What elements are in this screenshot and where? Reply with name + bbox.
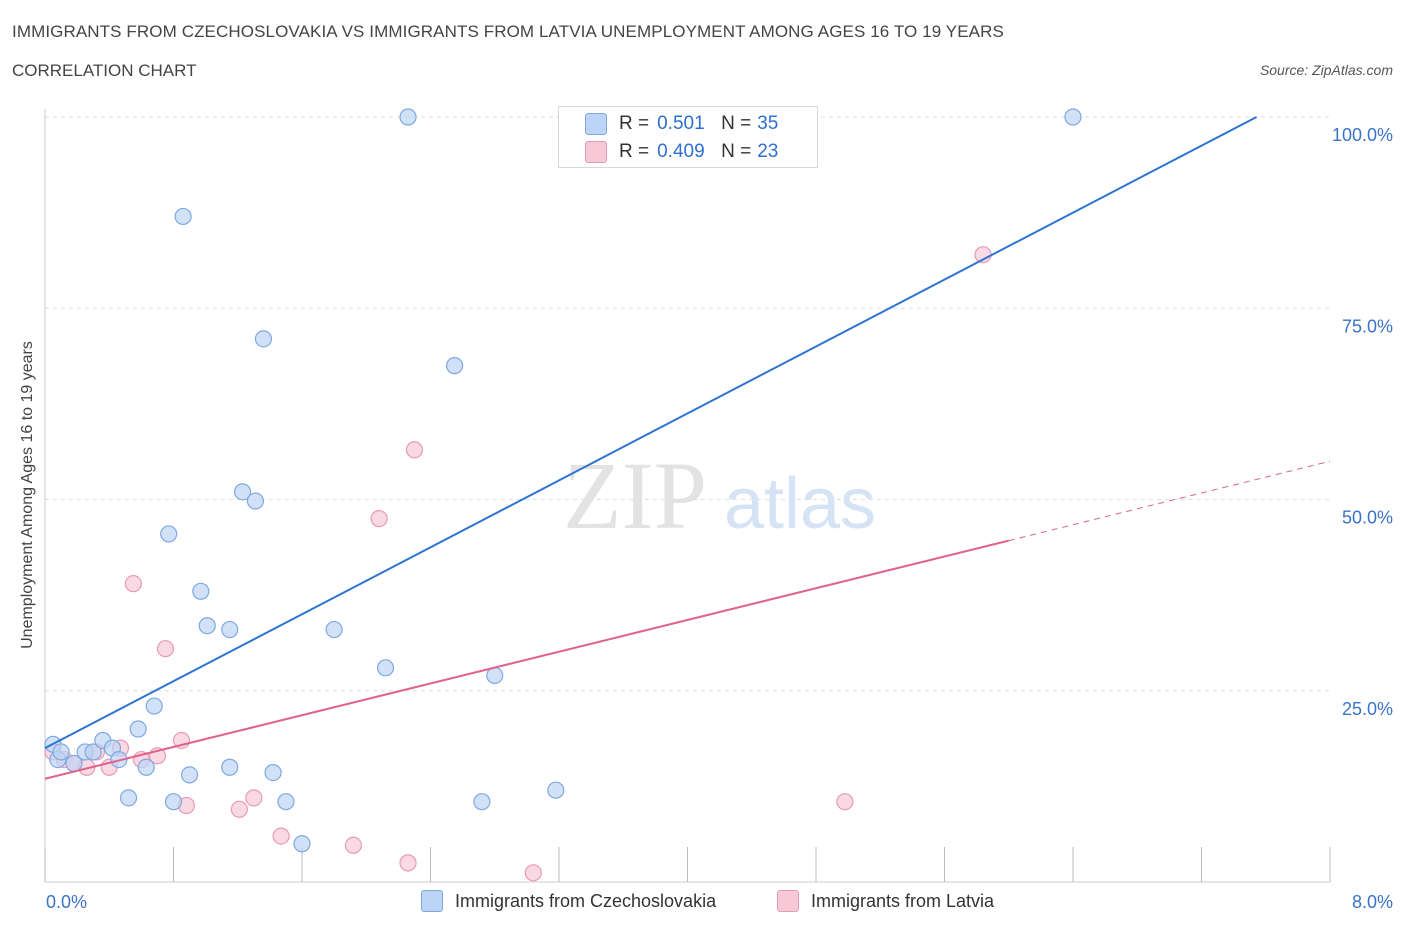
czechoslovakia-point [129, 720, 147, 738]
czechoslovakia-point [221, 758, 239, 776]
latvia-point [344, 836, 362, 854]
gridlines [45, 116, 1330, 692]
watermark-zip: ZIP [563, 442, 707, 549]
legend-row-latvia: R = 0.409 N = 23 [585, 140, 778, 164]
czechoslovakia-point [293, 835, 311, 853]
latvia-point [272, 827, 290, 845]
czechoslovakia-point [174, 207, 192, 226]
czechoslovakia-point [84, 743, 102, 761]
czechoslovakia-point [473, 793, 491, 811]
latvia-trend-line [44, 539, 1009, 780]
latvia-trend-extension [1008, 460, 1331, 542]
tick-labels: 100.0% 75.0% 50.0% 25.0% 0.0% 8.0% [46, 125, 1393, 912]
series-label-latvia: Immigrants from Latvia [811, 890, 995, 911]
czechoslovakia-point [399, 108, 417, 126]
latvia-point [836, 793, 854, 811]
latvia-point [245, 789, 263, 807]
czechoslovakia-point [198, 617, 216, 635]
czechoslovakia-point [160, 525, 178, 543]
n-value: 35 [757, 113, 779, 134]
r-label: R = [619, 141, 650, 162]
n-value: 23 [757, 141, 779, 162]
legend-swatch-czechoslovakia [585, 113, 607, 135]
czechoslovakia-point [192, 582, 210, 600]
x-tick-label: 8.0% [1352, 892, 1393, 912]
legend-row-czechoslovakia: R = 0.501 N = 35 [585, 112, 778, 136]
latvia-point [124, 575, 142, 593]
czechoslovakia-point [164, 793, 183, 811]
correlation-legend: R = 0.501 N = 35 R = 0.409 N = 23 [558, 106, 818, 168]
czechoslovakia-point [119, 789, 138, 807]
r-value: 0.501 [657, 113, 705, 134]
czechoslovakia-point [277, 793, 295, 811]
czechoslovakia-point [547, 781, 565, 799]
czechoslovakia-point [254, 330, 273, 348]
latvia-point [156, 640, 175, 658]
latvia-point [230, 800, 248, 818]
legend-swatch-latvia [585, 141, 607, 163]
y-tick-label: 50.0% [1342, 508, 1393, 528]
czechoslovakia-point [264, 764, 282, 782]
czechoslovakia-point [246, 492, 265, 510]
series-swatch-czechoslovakia [421, 890, 443, 912]
latvia-point [370, 510, 388, 528]
czechoslovakia-point [445, 357, 464, 375]
czechoslovakia-trend-line [44, 116, 1258, 750]
czechoslovakia-point [325, 620, 343, 639]
latvia-point [524, 864, 542, 882]
y-tick-label: 25.0% [1342, 699, 1393, 719]
czechoslovakia-point [145, 697, 163, 715]
czechoslovakia-point [221, 620, 239, 639]
n-label: N = [721, 113, 752, 134]
czechoslovakia-point [233, 483, 252, 501]
data-points [44, 108, 1082, 882]
czechoslovakia-point [1064, 108, 1082, 126]
trend-lines [44, 116, 1331, 780]
y-tick-label: 100.0% [1332, 125, 1393, 145]
series-legend-latvia: Immigrants from Latvia [777, 890, 994, 912]
y-tick-label: 75.0% [1342, 316, 1393, 336]
latvia-point [399, 854, 417, 872]
n-label: N = [721, 141, 752, 162]
r-label: R = [619, 113, 650, 134]
czechoslovakia-point [137, 758, 155, 776]
series-label-czechoslovakia: Immigrants from Czechoslovakia [455, 890, 717, 911]
czechoslovakia-point [52, 743, 70, 761]
czechoslovakia-point [180, 766, 199, 784]
series-swatch-latvia [777, 890, 799, 912]
czechoslovakia-point [376, 659, 395, 677]
source-credit: Source: ZipAtlas.com [1259, 62, 1393, 78]
chart-subtitle: CORRELATION CHART [12, 61, 197, 80]
latvia-point [405, 441, 424, 459]
watermark-atlas: atlas [724, 464, 876, 544]
chart-title: IMMIGRANTS FROM CZECHOSLOVAKIA VS IMMIGR… [12, 22, 1004, 41]
series-legend-czechoslovakia: Immigrants from Czechoslovakia [421, 890, 716, 912]
r-value: 0.409 [657, 141, 705, 162]
watermark: ZIP atlas [563, 442, 876, 549]
x-tick-label: 0.0% [46, 892, 87, 912]
